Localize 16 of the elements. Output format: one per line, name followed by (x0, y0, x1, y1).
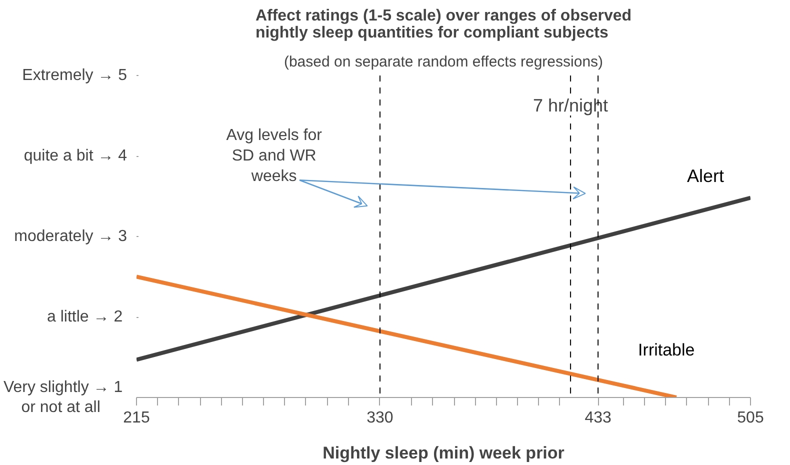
series-label: Irritable (638, 340, 695, 360)
x-tick-label: 215 (123, 410, 150, 426)
y-tick-label: a little → 2 (47, 308, 123, 326)
x-tick-label: 330 (366, 410, 394, 426)
x-tick-label: 505 (737, 410, 764, 426)
chart-title: Affect ratings (1-5 scale) over ranges of observed nightly sleep quantities for compliant subjects (255, 8, 632, 42)
x-tick-label: 433 (584, 410, 612, 426)
y-tick-label: quite a bit → 4 (24, 148, 128, 164)
x-axis-title: Nightly sleep (min) week prior (322, 444, 565, 462)
ref-line-label: 7 hr/night (533, 96, 608, 116)
y-tick-label: Extremely → 5 (22, 67, 128, 84)
y-tick-label: Very slightly → 1 or not at all (3, 378, 123, 416)
annotation: Avg levels for SD and WR weeks (226, 127, 323, 185)
chart-subtitle: (based on separate random effects regressions) (284, 54, 604, 70)
y-tick-label: moderately → 3 (14, 228, 128, 245)
series-label: Alert (686, 166, 724, 186)
